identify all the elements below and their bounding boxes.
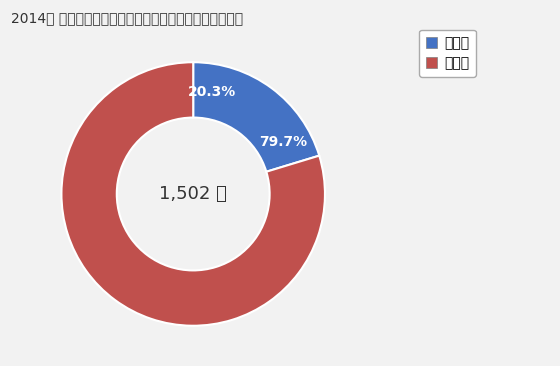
Wedge shape: [193, 62, 319, 172]
Legend: 小売業, 卩売業: 小売業, 卩売業: [419, 30, 476, 77]
Text: 20.3%: 20.3%: [188, 85, 236, 98]
Text: 2014年 商業の従業者数にしめる卩売業と小売業のシェア: 2014年 商業の従業者数にしめる卩売業と小売業のシェア: [11, 11, 244, 25]
Text: 1,502 人: 1,502 人: [159, 185, 227, 203]
Text: 79.7%: 79.7%: [259, 135, 307, 149]
Wedge shape: [62, 62, 325, 326]
